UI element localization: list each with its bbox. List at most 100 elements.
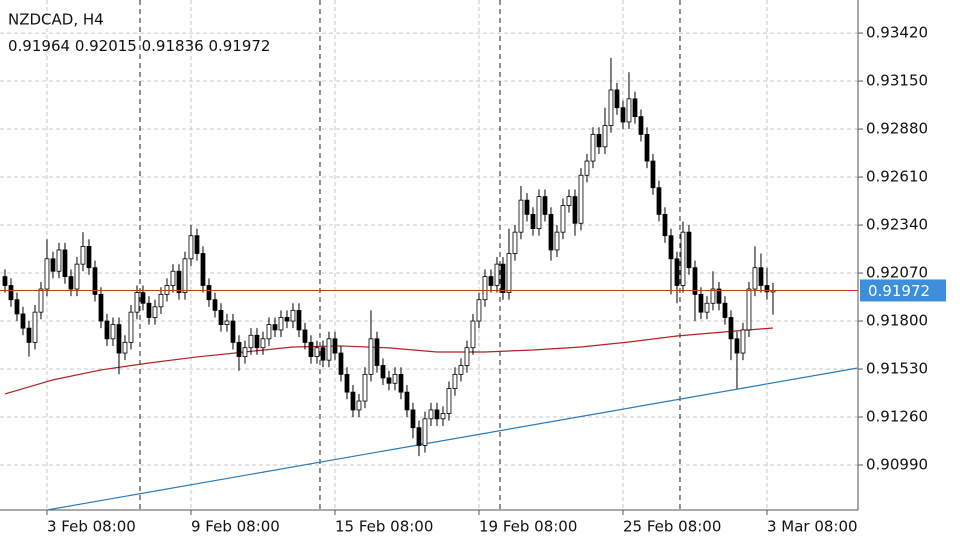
candle-body	[176, 270, 182, 293]
candle-body	[746, 288, 752, 331]
candle-body	[656, 187, 662, 215]
candle-body	[212, 299, 218, 311]
candle-body	[164, 285, 170, 295]
candle-body	[308, 341, 314, 357]
candle-body	[482, 276, 488, 301]
candle-body	[104, 320, 110, 340]
candle-body	[494, 263, 500, 286]
ohlc-readout: 0.91964 0.92015 0.91836 0.91972	[8, 37, 270, 55]
y-tick-label: 0.91260	[866, 408, 928, 426]
y-tick-label: 0.92070	[866, 264, 928, 282]
trendline	[46, 367, 858, 511]
candle-body	[506, 253, 512, 293]
x-tick-label: 15 Feb 08:00	[335, 518, 433, 536]
candle-body	[362, 373, 368, 402]
y-tick-label: 0.91530	[866, 360, 928, 378]
candle-body	[272, 324, 278, 331]
candle-body	[158, 293, 164, 308]
x-tick-label: 3 Mar 08:00	[767, 518, 858, 536]
high-value: 0.92015	[75, 37, 137, 55]
candle-body	[728, 317, 734, 340]
candle-body	[434, 409, 440, 420]
candle-body	[20, 313, 26, 329]
candle-body	[32, 311, 38, 343]
candle-body	[344, 373, 350, 393]
candle-body	[734, 338, 740, 354]
candle-body	[554, 231, 560, 251]
candle-body	[476, 299, 482, 322]
candle-body	[410, 409, 416, 429]
open-value: 0.91964	[8, 37, 70, 55]
candle-body	[152, 306, 158, 318]
candle-body	[254, 334, 260, 349]
candle-body	[374, 338, 380, 366]
candle-body	[686, 231, 692, 269]
candle-body	[650, 160, 656, 189]
candle-body	[236, 341, 242, 357]
candle-body	[710, 288, 716, 304]
candle-body	[524, 199, 530, 215]
candle-body	[80, 245, 86, 265]
candle-body	[356, 400, 362, 411]
candle-body	[752, 267, 758, 290]
candle-body	[470, 320, 476, 349]
candle-body	[134, 292, 140, 313]
candle-body	[758, 267, 764, 286]
candle-body	[350, 391, 356, 411]
candle-body	[278, 317, 284, 331]
candle-body	[404, 391, 410, 411]
candle-body	[716, 288, 722, 304]
candle-body	[38, 288, 44, 313]
candle-body	[146, 302, 152, 318]
candle-body	[128, 311, 134, 343]
candle-body	[674, 258, 680, 286]
candle-body	[200, 253, 206, 286]
y-tick-label: 0.90990	[866, 456, 928, 474]
candle-body	[182, 258, 188, 293]
candle-body	[698, 293, 704, 313]
y-tick-label: 0.92610	[866, 168, 928, 186]
candle-body	[140, 292, 146, 304]
candle-body	[416, 427, 422, 446]
candle-body	[692, 267, 698, 295]
candle-body	[56, 249, 62, 272]
candle-body	[518, 199, 524, 233]
close-value: 0.91972	[208, 37, 270, 55]
candle-body	[116, 324, 122, 354]
candle-body	[290, 309, 296, 322]
price-label: 0.91972	[868, 282, 930, 300]
candle-body	[422, 418, 428, 446]
candle-body	[392, 373, 398, 384]
x-tick-label: 3 Feb 08:00	[47, 518, 136, 536]
y-tick-label: 0.93150	[866, 72, 928, 90]
candle-body	[704, 302, 710, 313]
candle-body	[26, 327, 32, 343]
candle-body	[188, 235, 194, 260]
candle-body	[230, 320, 236, 343]
candle-body	[632, 98, 638, 118]
candle-body	[590, 133, 596, 162]
candle-body	[536, 196, 542, 230]
candle-body	[548, 213, 554, 251]
candle-body	[68, 276, 74, 290]
candle-body	[722, 302, 728, 318]
candle-body	[458, 365, 464, 375]
chart-title: NZDCAD, H4	[8, 11, 104, 29]
candle-body	[386, 377, 392, 384]
candle-body	[620, 107, 626, 123]
candle-body	[488, 276, 494, 286]
candle-body	[170, 270, 176, 286]
candle-body	[440, 413, 446, 420]
candle-body	[98, 293, 104, 322]
x-tick-label: 19 Feb 08:00	[479, 518, 577, 536]
candle-body	[578, 174, 584, 224]
candle-body	[314, 347, 320, 357]
candle-body	[680, 231, 686, 286]
candle-body	[74, 263, 80, 290]
candle-body	[530, 213, 536, 230]
candle-body	[62, 249, 68, 277]
candle-body	[602, 125, 608, 148]
candle-body	[560, 205, 566, 233]
candle-body	[2, 276, 8, 286]
